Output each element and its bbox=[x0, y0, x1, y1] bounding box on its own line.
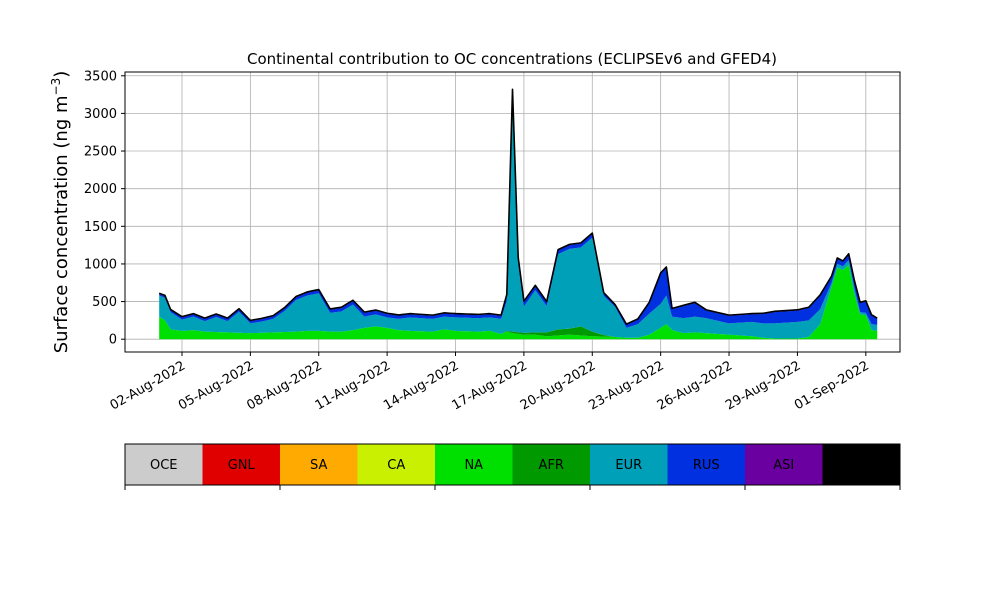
y-tick-label: 2500 bbox=[84, 145, 117, 160]
x-tick-label: 23-Aug-2022 bbox=[586, 358, 666, 413]
legend-swatch-na bbox=[435, 444, 513, 485]
region-colorbar-legend: OCE GNL SA CA NA AFR EUR RUS ASI AUS bbox=[124, 443, 901, 490]
x-tick-label: 20-Aug-2022 bbox=[518, 358, 598, 413]
legend-label-eur: EUR bbox=[615, 458, 642, 473]
x-tick-label: 26-Aug-2022 bbox=[655, 358, 735, 413]
y-tick-label: 0 bbox=[109, 333, 117, 348]
legend-label-gnl: GNL bbox=[228, 458, 256, 473]
legend-label-asi: ASI bbox=[773, 458, 794, 473]
legend-label-aus: AUS bbox=[848, 458, 875, 473]
y-tick-label: 3000 bbox=[84, 107, 117, 122]
legend-swatch-rus bbox=[667, 444, 746, 485]
x-tick-label: 01-Sep-2022 bbox=[792, 358, 872, 413]
chart-title: Continental contribution to OC concentra… bbox=[247, 50, 777, 68]
total-line-path bbox=[158, 88, 878, 325]
y-tick-label: 3500 bbox=[84, 69, 117, 84]
area-series-eur bbox=[159, 98, 878, 339]
x-tick-label: 02-Aug-2022 bbox=[108, 358, 188, 413]
y-tick-label: 2000 bbox=[84, 182, 117, 197]
legend-swatch-afr bbox=[512, 444, 591, 485]
x-tick-label: 14-Aug-2022 bbox=[381, 358, 461, 413]
legend-swatch-gnl bbox=[202, 444, 281, 485]
legend-label-afr: AFR bbox=[539, 458, 564, 473]
y-axis-label-suffix: ) bbox=[51, 71, 72, 78]
x-tick-label: 11-Aug-2022 bbox=[313, 358, 393, 413]
y-axis-label-text: Surface concentration (ng m bbox=[51, 95, 72, 353]
stacked-areas bbox=[159, 89, 878, 340]
legend-frame bbox=[124, 443, 901, 486]
legend-label-rus: RUS bbox=[693, 458, 720, 473]
legend-label-ca: CA bbox=[387, 458, 405, 473]
plot-frame bbox=[124, 71, 901, 353]
y-axis-label-superscript: −3 bbox=[49, 78, 63, 96]
total-concentration-line bbox=[158, 88, 878, 325]
y-tick-label: 1500 bbox=[84, 220, 117, 235]
legend-label-oce: OCE bbox=[150, 458, 178, 473]
x-tick-label: 17-Aug-2022 bbox=[450, 358, 530, 413]
x-axis: 02-Aug-202205-Aug-202208-Aug-202211-Aug-… bbox=[108, 352, 872, 414]
y-tick-label: 1000 bbox=[84, 257, 117, 272]
legend-label-sa: SA bbox=[310, 458, 327, 473]
legend-swatch-eur bbox=[590, 444, 668, 485]
y-axis-label: Surface concentration (ng m−3) bbox=[49, 71, 72, 354]
x-tick-label: 08-Aug-2022 bbox=[244, 358, 324, 413]
x-tick-label: 05-Aug-2022 bbox=[176, 358, 256, 413]
y-axis: 0 500 1000 1500 2000 2500 3000 3500 bbox=[84, 69, 125, 348]
y-tick-label: 500 bbox=[92, 295, 117, 310]
legend-swatch-oce bbox=[125, 444, 203, 485]
x-tick-label: 29-Aug-2022 bbox=[723, 358, 803, 413]
legend-swatch-aus bbox=[822, 444, 901, 485]
legend-swatch-ca bbox=[357, 444, 436, 485]
legend-label-na: NA bbox=[464, 458, 483, 473]
legend-swatch-asi bbox=[745, 444, 823, 485]
legend-swatch-sa bbox=[280, 444, 358, 485]
